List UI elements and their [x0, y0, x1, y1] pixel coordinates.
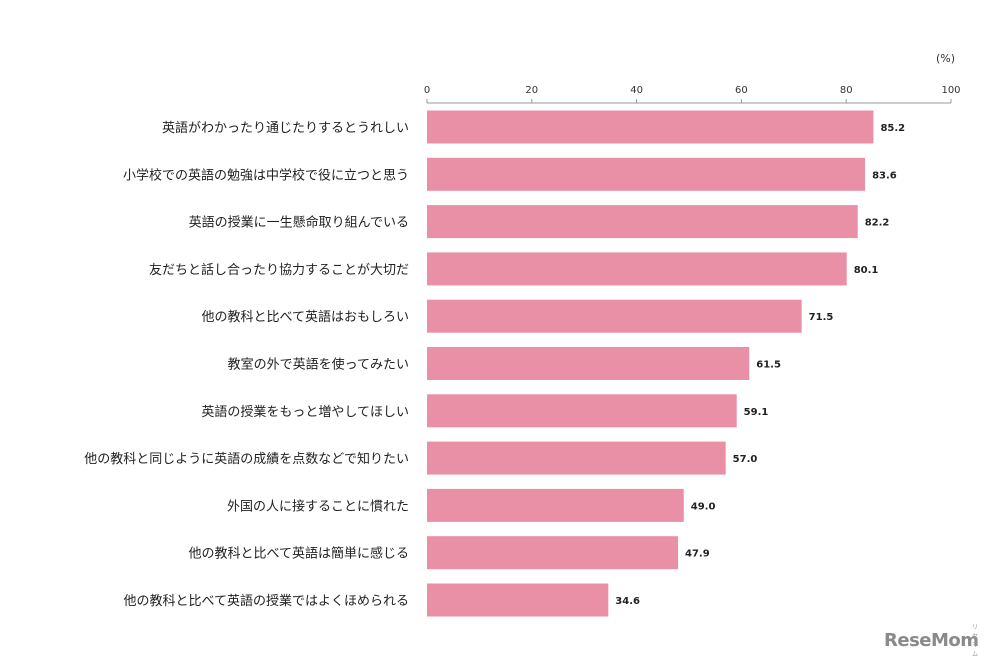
bar — [427, 583, 609, 617]
category-label: 他の教科と比べて英語はおもしろい — [202, 309, 409, 325]
bar — [427, 488, 684, 522]
x-tick-label: 80 — [840, 85, 853, 96]
x-tick-label: 20 — [525, 85, 538, 96]
bar — [427, 394, 737, 428]
value-label: 83.6 — [872, 170, 897, 181]
category-label: 他の教科と比べて英語は簡単に感じる — [189, 546, 409, 562]
x-tick-label: 40 — [630, 85, 643, 96]
category-label: 他の教科と同じように英語の成績を点数などで知りたい — [84, 451, 409, 467]
value-label: 82.2 — [865, 218, 890, 229]
value-label: 61.5 — [756, 360, 781, 371]
value-label: 85.2 — [880, 123, 905, 134]
bar — [427, 536, 678, 570]
bar — [427, 110, 874, 144]
bar — [427, 441, 726, 475]
value-label: 59.1 — [744, 407, 769, 418]
value-label: 80.1 — [854, 265, 879, 276]
x-tick-label: 60 — [735, 85, 748, 96]
category-label: 小学校での英語の勉強は中学校で役に立つと思う — [123, 167, 409, 183]
category-label: 他の教科と比べて英語の授業ではよくほめられる — [124, 593, 409, 609]
category-label: 英語がわかったり通じたりするとうれしい — [162, 120, 409, 136]
value-label: 71.5 — [809, 312, 834, 323]
bar — [427, 299, 802, 333]
resemom-logo: ReseMom リセマム — [884, 624, 979, 658]
category-label: 英語の授業に一生懸命取り組んでいる — [189, 215, 409, 231]
category-label: 友だちと話し合ったり協力することが大切だ — [149, 262, 409, 278]
x-tick-label: 0 — [424, 85, 430, 96]
bar — [427, 157, 866, 191]
unit-label: (%) — [936, 52, 956, 65]
value-label: 49.0 — [691, 501, 716, 512]
value-label: 47.9 — [685, 549, 710, 560]
bar — [427, 252, 847, 286]
category-label: 教室の外で英語を使ってみたい — [228, 357, 409, 373]
logo-kana: リセマム — [972, 624, 978, 658]
x-tick-label: 100 — [941, 85, 960, 96]
bar — [427, 347, 750, 380]
category-label: 外国の人に接することに慣れた — [227, 498, 409, 514]
value-label: 57.0 — [733, 454, 758, 465]
logo-text: ReseMom — [884, 630, 979, 651]
bar — [427, 205, 858, 239]
value-label: 34.6 — [615, 596, 640, 607]
category-label: 英語の授業をもっと増やしてほしい — [201, 404, 409, 420]
